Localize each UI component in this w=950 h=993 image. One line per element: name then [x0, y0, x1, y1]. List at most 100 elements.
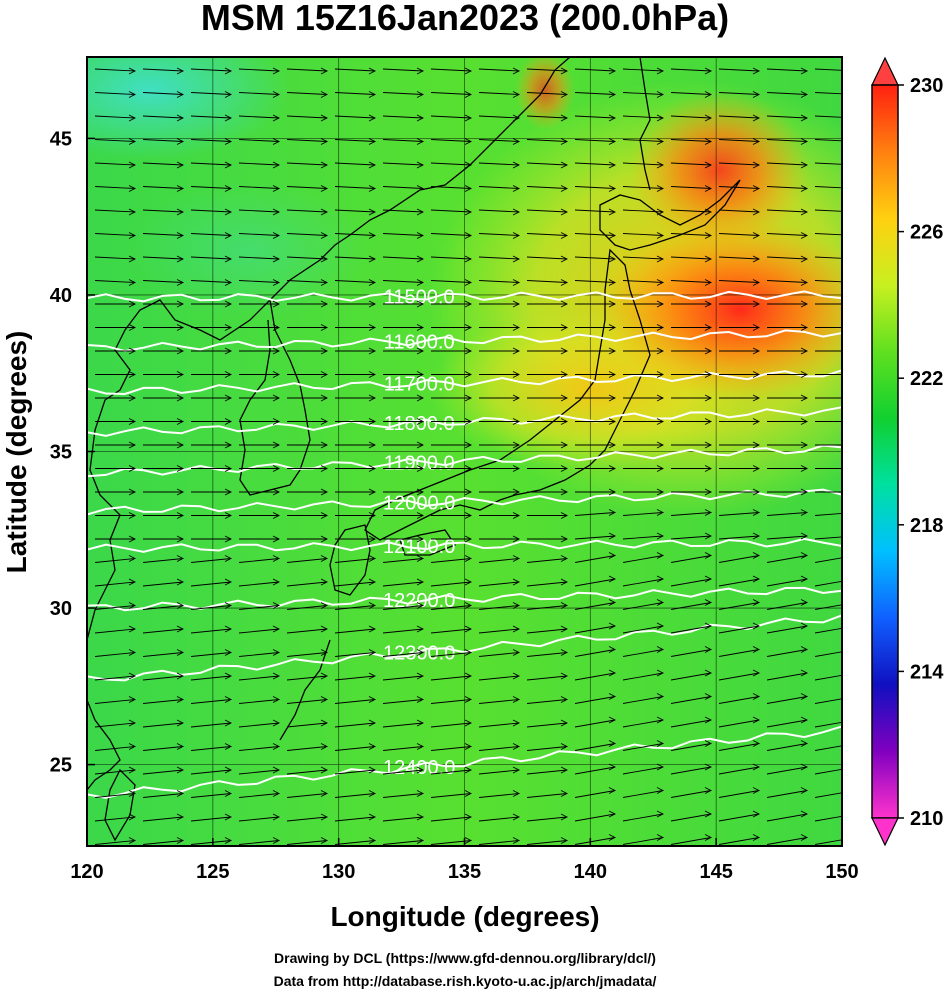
wind-arrow	[383, 300, 425, 308]
colorbar-gradient	[871, 84, 899, 819]
wind-arrow	[382, 67, 425, 75]
x-tick-label: 150	[825, 861, 858, 883]
wind-arrow	[814, 651, 842, 657]
wind-arrow	[334, 743, 377, 751]
wind-arrow	[286, 672, 329, 681]
y-tick-label: 35	[50, 442, 72, 464]
wind-arrow	[767, 394, 809, 402]
wind-arrow	[766, 575, 809, 587]
wind-arrow	[143, 418, 185, 425]
wind-arrow	[335, 418, 377, 425]
wind-arrow	[238, 91, 281, 98]
wind-arrow	[574, 67, 617, 75]
wind-arrow	[335, 347, 377, 355]
wind-arrow	[190, 555, 233, 563]
wind-arrow	[238, 279, 281, 286]
wind-arrow	[94, 813, 137, 822]
wind-arrow	[766, 552, 809, 563]
contour-line	[87, 290, 842, 303]
wind-arrow	[479, 488, 521, 496]
colorbar-tick-label: 210	[910, 808, 943, 830]
wind-arrow	[143, 300, 185, 308]
wind-arrow	[238, 114, 281, 122]
wind-arrow	[575, 324, 617, 331]
wind-arrow	[671, 488, 713, 496]
wind-arrow	[478, 790, 521, 798]
wind-arrow	[479, 347, 521, 355]
wind-arrow	[430, 625, 473, 634]
wind-arrow	[94, 625, 137, 634]
wind-arrow	[767, 300, 809, 308]
wind-arrow	[718, 740, 761, 751]
wind-arrow	[142, 555, 185, 563]
wind-arrow	[287, 418, 329, 425]
wind-arrow	[574, 787, 617, 798]
wind-arrow	[814, 536, 842, 540]
wind-arrow	[767, 441, 809, 449]
wind-arrow	[719, 324, 761, 331]
wind-arrow	[287, 371, 329, 378]
wind-arrow	[574, 532, 617, 540]
wind-arrow	[814, 768, 842, 775]
wind-arrow	[526, 837, 569, 845]
wind-arrow	[526, 114, 569, 122]
wind-arrow	[190, 255, 233, 263]
coastline-asia-mainland	[87, 57, 571, 641]
wind-arrow	[478, 602, 521, 610]
wind-arrow	[286, 91, 329, 98]
wind-arrow	[334, 208, 377, 216]
wind-arrow	[334, 719, 377, 728]
wind-arrow	[382, 578, 425, 587]
wind-arrow	[143, 394, 185, 402]
wind-arrow	[190, 696, 233, 704]
wind-arrow	[574, 740, 617, 751]
wind-arrow	[239, 371, 281, 378]
wind-arrow	[574, 693, 617, 704]
wind-arrow	[670, 161, 713, 169]
wind-arrow	[239, 394, 281, 402]
wind-arrow	[334, 161, 377, 169]
wind-arrow	[815, 327, 842, 328]
wind-arrow	[382, 813, 425, 822]
wind-arrow	[718, 509, 761, 516]
wind-arrow	[287, 535, 329, 543]
wind-arrow	[526, 790, 569, 798]
wind-arrow	[479, 535, 521, 543]
wind-arrow	[383, 418, 425, 425]
wind-arrow	[814, 68, 842, 71]
wind-arrow	[382, 185, 425, 192]
wind-arrow	[719, 394, 761, 402]
wind-arrow	[431, 465, 473, 472]
wind-arrow	[190, 837, 233, 845]
wind-arrow	[190, 138, 233, 145]
coastline-shikoku	[399, 529, 456, 556]
wind-arrow	[815, 444, 842, 446]
wind-arrow	[527, 371, 569, 378]
wind-arrow	[191, 535, 233, 543]
wind-arrow	[814, 745, 842, 751]
wind-arrow	[671, 300, 713, 308]
wind-arrow	[814, 557, 842, 563]
latitude-axis: 25 30 35 40 45	[50, 128, 95, 777]
wind-arrow	[814, 721, 842, 728]
wind-arrow	[238, 255, 281, 263]
wind-arrow	[334, 790, 377, 798]
wind-arrow	[190, 161, 233, 169]
wind-arrow	[191, 347, 233, 355]
wind-arrow	[430, 208, 473, 216]
wind-arrow	[478, 672, 521, 681]
wind-arrow	[94, 766, 137, 775]
wind-arrow	[431, 324, 473, 331]
wind-arrow	[766, 208, 809, 216]
wind-arrow	[671, 394, 713, 402]
wind-arrow	[286, 232, 329, 239]
wind-arrow	[142, 672, 185, 681]
wind-arrow	[286, 67, 329, 75]
map-plot-area: 11500.0 11600.0 11700.0 11800.0 11900.0 12000…	[87, 57, 842, 846]
wind-arrow	[526, 232, 569, 239]
wind-arrow	[286, 766, 329, 775]
wind-arrow	[430, 696, 473, 704]
wind-arrow	[622, 255, 665, 263]
wind-arrow	[623, 347, 665, 355]
wind-arrow	[382, 255, 425, 263]
